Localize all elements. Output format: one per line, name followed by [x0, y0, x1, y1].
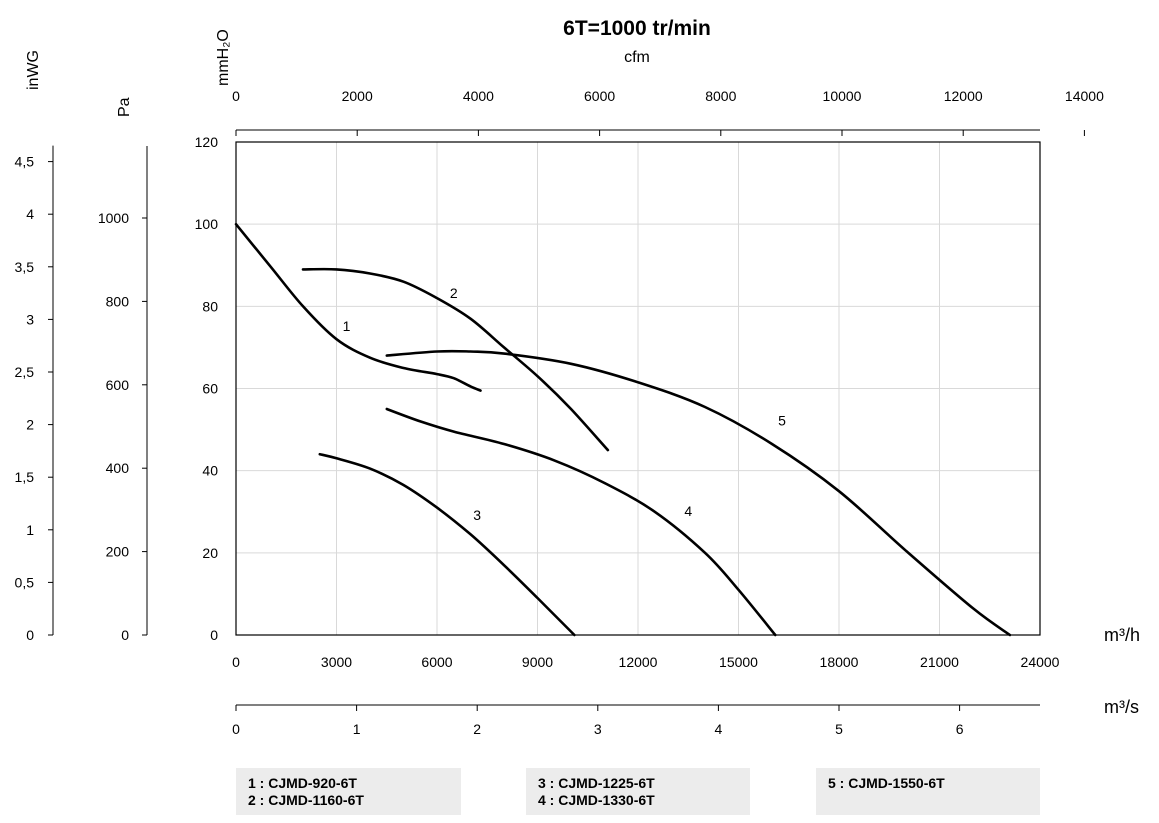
series: 1 2 3 4 5 — [234, 222, 1012, 637]
inwg-tick-label: 4,5 — [15, 154, 35, 170]
legend-entry: 5 : CJMD-1550-6T — [828, 775, 945, 791]
tick-labels: 0 3000 6000 9000 12000 15000 18000 21000 2400002… — [15, 88, 1105, 737]
legend-entry: 4 : CJMD-1330-6T — [538, 792, 655, 808]
x-tick-label: 12000 — [619, 654, 658, 670]
inwg-tick-label: 1 — [26, 522, 34, 538]
mmh2o-axis-label: mmH₂O — [215, 29, 232, 86]
series-1-line — [234, 222, 482, 392]
y-tick-label: 20 — [202, 545, 218, 561]
x-tick-label: 6000 — [421, 654, 452, 670]
inwg-tick-label: 0,5 — [15, 574, 35, 590]
cfm-tick-label: 6000 — [584, 88, 615, 104]
cfm-axis-label: cfm — [624, 49, 650, 66]
pa-axis-label: Pa — [116, 97, 133, 117]
y-tick-label: 80 — [202, 298, 218, 314]
y-tick-label: 100 — [195, 216, 219, 232]
series-1-label: 1 — [343, 318, 351, 334]
m3s-tick-label: 4 — [715, 721, 723, 737]
y-tick-label: 60 — [202, 381, 218, 397]
legend-box-2: 3 : CJMD-1225-6T 4 : CJMD-1330-6T — [526, 768, 750, 815]
chart-title: 6T=1000 tr/min — [563, 17, 711, 40]
inwg-tick-label: 2 — [26, 417, 34, 433]
plot-frame — [235, 141, 1041, 636]
legend-entry: 2 : CJMD-1160-6T — [248, 792, 364, 808]
y-tick-label: 0 — [210, 627, 218, 643]
inwg-tick-label: 0 — [26, 627, 34, 643]
legend-entry: 3 : CJMD-1225-6T — [538, 775, 655, 791]
pa-tick-label: 1000 — [98, 210, 129, 226]
cfm-tick-label: 12000 — [944, 88, 983, 104]
series-2-label: 2 — [450, 285, 458, 301]
inwg-tick-label: 1,5 — [15, 469, 35, 485]
series-2-line — [301, 267, 610, 452]
pa-tick-label: 400 — [106, 460, 130, 476]
grid — [236, 142, 1040, 635]
cfm-tick-label: 2000 — [342, 88, 373, 104]
legend-box-3: 5 : CJMD-1550-6T — [816, 768, 1040, 815]
series-4-line — [385, 407, 777, 637]
series-3-line — [318, 452, 576, 637]
x-tick-label: 21000 — [920, 654, 959, 670]
inwg-tick-label: 3 — [26, 311, 34, 327]
x-tick-label: 0 — [232, 654, 240, 670]
cfm-tick-label: 0 — [232, 88, 240, 104]
m3s-axis-label: m³/s — [1104, 697, 1139, 717]
inwg-tick-label: 3,5 — [15, 259, 35, 275]
m3s-tick-label: 1 — [353, 721, 361, 737]
inwg-tick-label: 2,5 — [15, 364, 35, 380]
x-tick-label: 15000 — [719, 654, 758, 670]
pa-tick-label: 600 — [106, 377, 130, 393]
cfm-tick-label: 10000 — [823, 88, 862, 104]
pa-tick-label: 200 — [106, 544, 130, 560]
series-3-label: 3 — [473, 507, 481, 523]
series-4-label: 4 — [684, 503, 692, 519]
pa-tick-label: 800 — [106, 293, 130, 309]
series-5-label: 5 — [778, 412, 786, 428]
inwg-tick-label: 4 — [26, 206, 34, 222]
y-tick-label: 40 — [202, 463, 218, 479]
legend-entry: 1 : CJMD-920-6T — [248, 775, 357, 791]
m3s-tick-label: 3 — [594, 721, 602, 737]
m3s-tick-label: 0 — [232, 721, 240, 737]
m3s-tick-label: 6 — [956, 721, 964, 737]
pa-tick-label: 0 — [121, 627, 129, 643]
m3h-axis-label: m³/h — [1104, 625, 1140, 645]
y-tick-label: 120 — [195, 134, 219, 150]
x-tick-label: 18000 — [820, 654, 859, 670]
series-5-line — [385, 349, 1012, 637]
cfm-tick-label: 14000 — [1065, 88, 1104, 104]
m3s-tick-label: 2 — [473, 721, 481, 737]
cfm-tick-label: 8000 — [705, 88, 736, 104]
legend-box-1: 1 : CJMD-920-6T 2 : CJMD-1160-6T — [236, 768, 461, 815]
x-tick-label: 24000 — [1021, 654, 1060, 670]
x-tick-label: 3000 — [321, 654, 352, 670]
cfm-tick-label: 4000 — [463, 88, 494, 104]
m3s-tick-label: 5 — [835, 721, 843, 737]
inwg-axis-label: inWG — [25, 50, 42, 90]
axes — [48, 129, 1085, 711]
x-tick-label: 9000 — [522, 654, 553, 670]
